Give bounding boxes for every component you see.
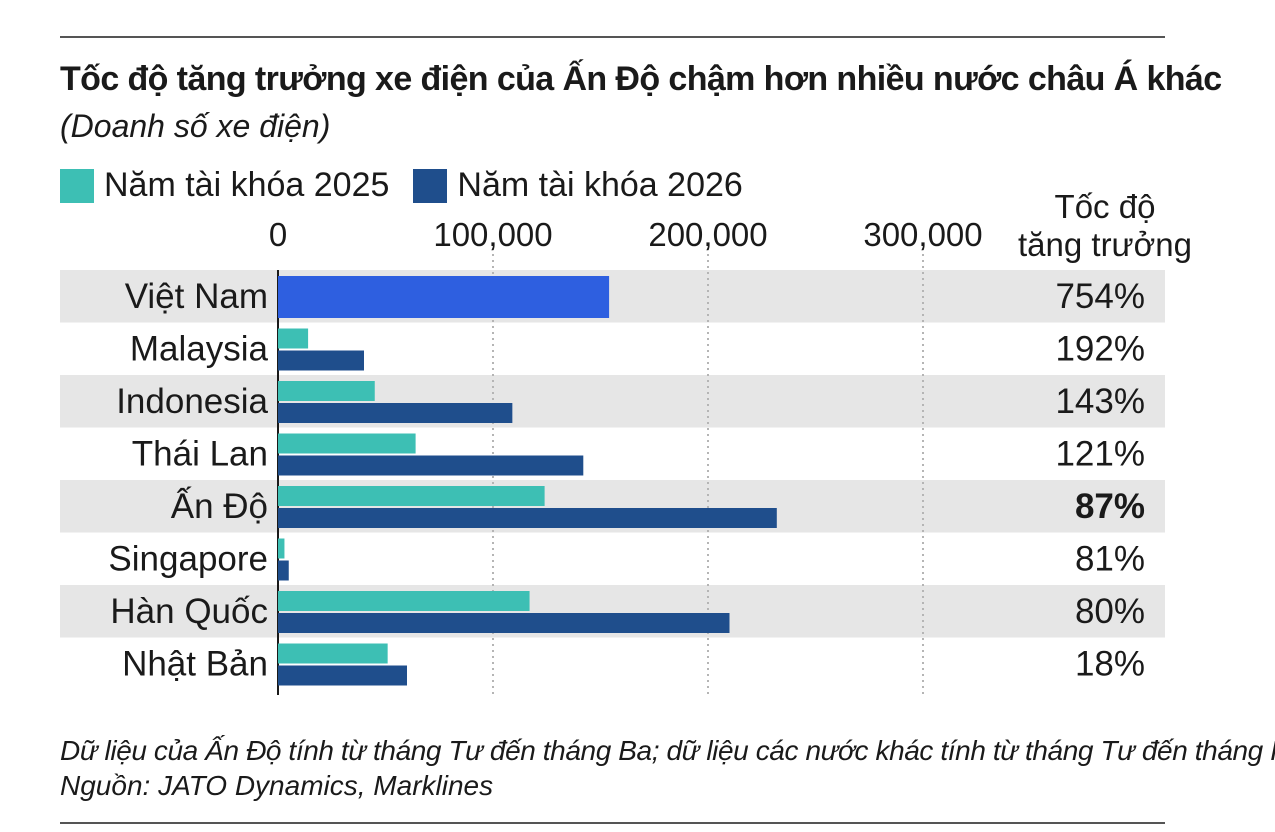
bar-2026 [278, 350, 364, 371]
bottom-rule [60, 822, 1165, 824]
chart-subtitle: (Doanh số xe điện) [60, 108, 331, 144]
bar-2025 [278, 381, 375, 401]
bar-2026 [278, 508, 777, 528]
chart-title: Tốc độ tăng trưởng xe điện của Ấn Độ chậ… [60, 60, 1222, 98]
growth-value: 80% [1075, 592, 1145, 631]
x-tick-label: 300,000 [863, 216, 982, 253]
legend-swatch-2025 [60, 168, 94, 203]
growth-value: 18% [1075, 645, 1145, 684]
x-tick-label: 200,000 [648, 216, 767, 253]
growth-header-line2: tăng trưởng [1018, 226, 1192, 263]
category-label: Malaysia [130, 330, 269, 369]
legend-item-2025: Năm tài khóa 2025 [60, 166, 389, 205]
category-label: Hàn Quốc [110, 592, 268, 631]
growth-header-line1: Tốc độ [1054, 188, 1156, 225]
growth-value: 754% [1055, 277, 1145, 316]
bar-2025 [278, 538, 285, 559]
legend: Năm tài khóa 2025 Năm tài khóa 2026 [60, 166, 767, 205]
top-rule [60, 36, 1165, 38]
bar-2026 [278, 665, 407, 686]
growth-value: 192% [1055, 330, 1145, 369]
growth-value: 87% [1075, 487, 1145, 526]
x-tick-label: 100,000 [433, 216, 552, 253]
growth-header: Tốc độ tăng trưởng [1010, 188, 1200, 264]
growth-value: 143% [1055, 382, 1145, 421]
row-band [60, 270, 1165, 323]
category-label: Việt Nam [125, 277, 268, 316]
category-label: Singapore [108, 540, 268, 579]
bar-2026 [278, 403, 513, 423]
growth-value: 81% [1075, 540, 1145, 579]
growth-value: 121% [1055, 435, 1145, 474]
row-band [60, 375, 1165, 428]
legend-label-2026: Năm tài khóa 2026 [457, 166, 743, 204]
bar-2026 [278, 560, 289, 581]
legend-swatch-2026 [413, 168, 448, 203]
x-tick-label: 0 [269, 216, 287, 253]
bar-2025 [278, 643, 388, 664]
bar-2025 [278, 486, 545, 506]
category-label: Thái Lan [132, 435, 268, 474]
bar-2025 [278, 433, 416, 454]
bar-2026 [278, 455, 584, 476]
bar-2026 [278, 276, 610, 318]
footnote: Dữ liệu của Ấn Độ tính từ tháng Tư đến t… [60, 735, 1275, 766]
bar-2025 [278, 591, 530, 611]
category-label: Nhật Bản [122, 645, 268, 684]
source: Nguồn: JATO Dynamics, Marklines [60, 770, 494, 801]
legend-item-2026: Năm tài khóa 2026 [413, 166, 743, 205]
category-label: Indonesia [116, 382, 268, 421]
legend-label-2025: Năm tài khóa 2025 [104, 166, 390, 204]
bar-2025 [278, 328, 309, 349]
category-label: Ấn Độ [171, 486, 268, 526]
bar-2026 [278, 613, 730, 633]
